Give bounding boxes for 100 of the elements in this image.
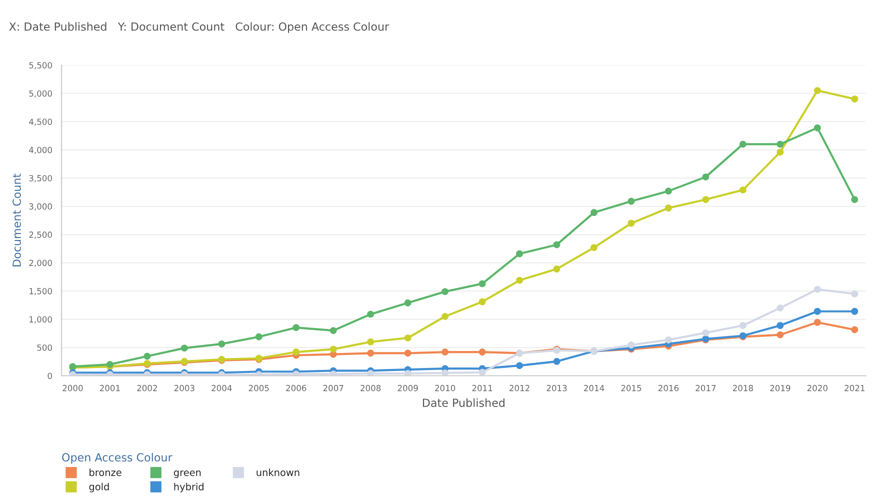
point [702, 196, 710, 204]
point [367, 370, 374, 376]
point [628, 198, 635, 205]
point [442, 369, 449, 376]
point [664, 336, 672, 344]
x-tick-label: 2013 [546, 384, 567, 392]
point [478, 368, 486, 376]
point [776, 322, 784, 329]
point [442, 288, 449, 296]
point [739, 140, 746, 148]
point [776, 140, 784, 148]
point [851, 96, 858, 102]
y-tick-label: 4,500 [29, 118, 52, 126]
point [590, 244, 598, 252]
point [516, 362, 523, 370]
point [516, 250, 523, 258]
point [590, 209, 598, 216]
x-tick-label: 2004 [212, 384, 232, 392]
y-tick-label: 5,000 [29, 90, 52, 98]
legend-label: gold [89, 482, 109, 492]
x-tick-label: 2016 [658, 384, 679, 392]
point [218, 340, 226, 348]
x-tick-label: 2008 [360, 384, 381, 392]
point [776, 148, 784, 156]
x-tick-label: 2009 [398, 384, 418, 392]
point [851, 196, 858, 204]
point [367, 310, 374, 318]
x-tick-label: 2000 [62, 384, 83, 392]
x-tick-label: 2003 [174, 384, 194, 392]
x-tick-label: 2014 [584, 384, 604, 392]
point [628, 342, 635, 348]
point [404, 299, 412, 306]
point [478, 348, 486, 356]
y-tick-label: 500 [37, 344, 52, 351]
point [292, 348, 300, 356]
point [553, 266, 560, 272]
x-axis-title: Date Published [422, 398, 504, 407]
point [553, 358, 560, 365]
x-tick-label: 2012 [510, 384, 530, 392]
point [292, 324, 300, 332]
x-tick-label: 2005 [248, 384, 269, 392]
y-tick-label: 0 [48, 372, 52, 380]
point [404, 334, 412, 342]
point [739, 322, 746, 329]
point [292, 370, 300, 376]
y-tick-label: 5,500 [29, 62, 52, 70]
point [776, 304, 784, 312]
point [553, 241, 560, 248]
point [664, 188, 672, 195]
point [367, 338, 374, 346]
point [404, 370, 412, 376]
point [814, 318, 821, 326]
legend-label: unknown [256, 468, 300, 476]
x-tick-label: 2017 [696, 384, 716, 392]
point [106, 360, 114, 368]
point [180, 344, 188, 352]
point [255, 333, 262, 340]
point [478, 298, 486, 306]
y-tick-label: 1,000 [30, 316, 52, 324]
x-tick-label: 2021 [844, 384, 864, 392]
point [330, 346, 337, 353]
x-tick-label: 2007 [323, 384, 344, 392]
legend-title: Open Access Colour [62, 452, 172, 464]
y-axis-title: Document Count [12, 174, 21, 266]
x-tick-label: 2010 [435, 384, 456, 392]
point [702, 329, 710, 336]
x-tick-label: 2001 [100, 384, 120, 392]
point [702, 173, 710, 180]
legend-label: hybrid [174, 482, 204, 492]
x-tick-label: 2018 [732, 384, 753, 392]
x-tick-label: 2006 [286, 384, 306, 392]
point [814, 124, 821, 132]
point [367, 350, 374, 357]
y-tick-label: 1,500 [30, 288, 52, 296]
y-tick-label: 3,500 [29, 175, 52, 182]
legend-label: green [174, 470, 201, 478]
point [478, 280, 486, 288]
x-tick-label: 2015 [621, 384, 642, 392]
point [628, 220, 635, 227]
point [404, 350, 412, 357]
x-tick-label: 2020 [807, 384, 828, 392]
point [851, 308, 858, 315]
point [516, 276, 523, 284]
point [144, 352, 151, 360]
point [814, 87, 821, 94]
chart-title: X: Date Published Y: Document Count Colour: Open Access Colour [9, 22, 390, 33]
y-tick-label: 2,000 [29, 260, 52, 267]
y-tick-label: 2,500 [29, 232, 52, 239]
point [776, 331, 784, 338]
y-tick-label: 4,000 [29, 146, 52, 154]
point [330, 327, 337, 334]
x-tick-label: 2002 [137, 384, 157, 392]
point [442, 312, 449, 320]
point [442, 348, 449, 356]
point [814, 286, 821, 293]
legend-label: bronze [90, 468, 122, 476]
x-tick-label: 2019 [770, 384, 790, 392]
point [851, 290, 858, 298]
y-tick-label: 3,000 [29, 203, 52, 210]
point [664, 204, 672, 212]
